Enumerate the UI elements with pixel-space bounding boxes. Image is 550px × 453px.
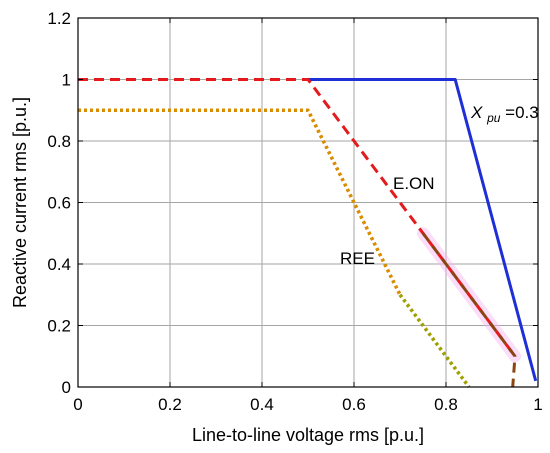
series-line-eon-tail [421,232,517,388]
y-tick-label: 0 [62,378,71,397]
y-tick-label: 0.8 [47,132,71,151]
series-label-xpu-sub: pu [486,111,501,125]
y-tick-label: 0.2 [47,317,71,336]
x-tick-label: 0.2 [158,395,182,414]
y-tick-label: 1.2 [47,9,71,28]
x-tick-label: 0.8 [434,395,458,414]
x-tick-label: 0.6 [342,395,366,414]
y-axis-label: Reactive current rms [p.u.] [10,97,30,308]
series-label-eon: E.ON [393,174,435,193]
ticks: 0 0.2 0.4 0.6 0.8 1 0 0.2 0.4 0.6 0.8 1 1.2 [47,9,542,414]
x-tick-label: 0 [73,395,82,414]
series-label-xpu-main: X [470,103,483,122]
x-axis-label: Line-to-line voltage rms [p.u.] [192,425,424,445]
grid [78,18,538,387]
series-label-ree: REE [340,249,375,268]
series-layer [78,78,538,389]
y-tick-label: 1 [62,71,71,90]
x-tick-label: 1 [533,395,542,414]
series-line-ree [78,108,402,296]
y-tick-label: 0.6 [47,194,71,213]
series-line-ree-tail [398,293,471,389]
series-label-xpu: X pu =0.3 [470,103,539,126]
x-tick-label: 0.4 [250,395,274,414]
series-line-xpu [308,78,538,382]
y-tick-label: 0.4 [47,255,71,274]
series-line-eon [78,78,517,358]
series-label-xpu-tail: =0.3 [505,103,539,122]
